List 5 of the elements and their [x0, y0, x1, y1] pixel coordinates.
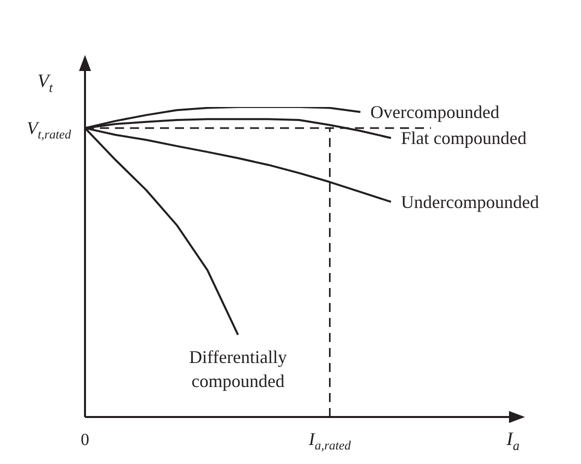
x-tick-label: 0 [80, 430, 90, 449]
series-label: Undercompounded [401, 192, 539, 212]
series-label: Overcompounded [370, 102, 500, 122]
series-label: Differentially compounded [189, 346, 287, 391]
series-label: Flat compounded [401, 128, 526, 148]
